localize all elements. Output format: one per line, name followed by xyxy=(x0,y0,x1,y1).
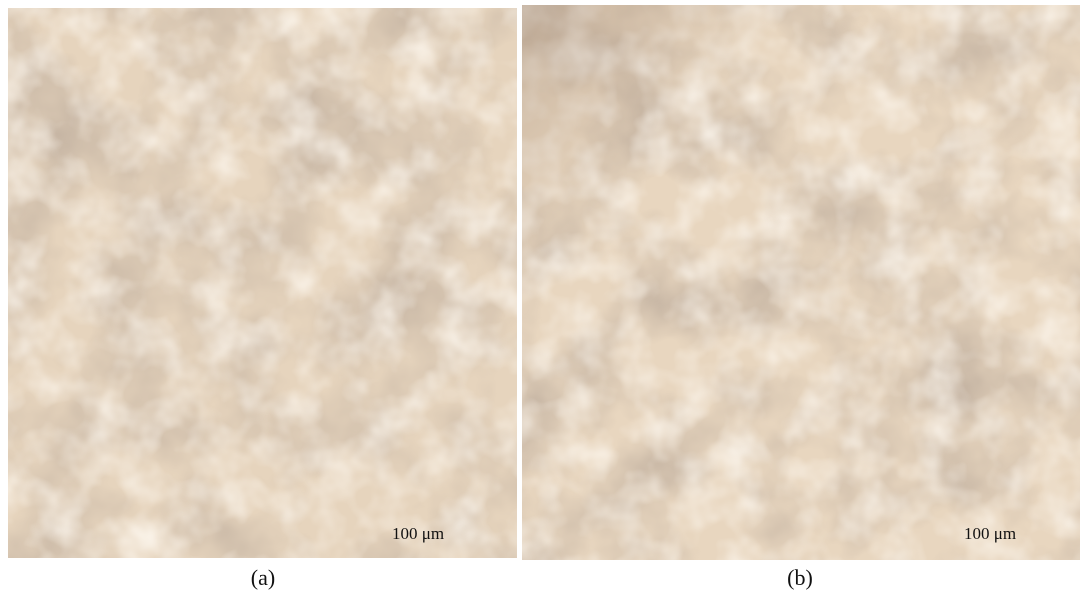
figure: 100 μm (a) 100 μm (b) xyxy=(0,0,1080,595)
texture xyxy=(8,8,517,558)
panel-a: 100 μm (a) xyxy=(8,8,517,590)
panel-b: 100 μm (b) xyxy=(522,5,1080,590)
scale-label: 100 μm xyxy=(964,524,1016,543)
caption: (b) xyxy=(787,565,813,590)
scale-label: 100 μm xyxy=(392,524,444,543)
shade xyxy=(522,5,1080,560)
caption: (a) xyxy=(251,565,275,590)
page: {"panels": [ {"scale_label": "100 μm", "… xyxy=(0,0,1080,595)
